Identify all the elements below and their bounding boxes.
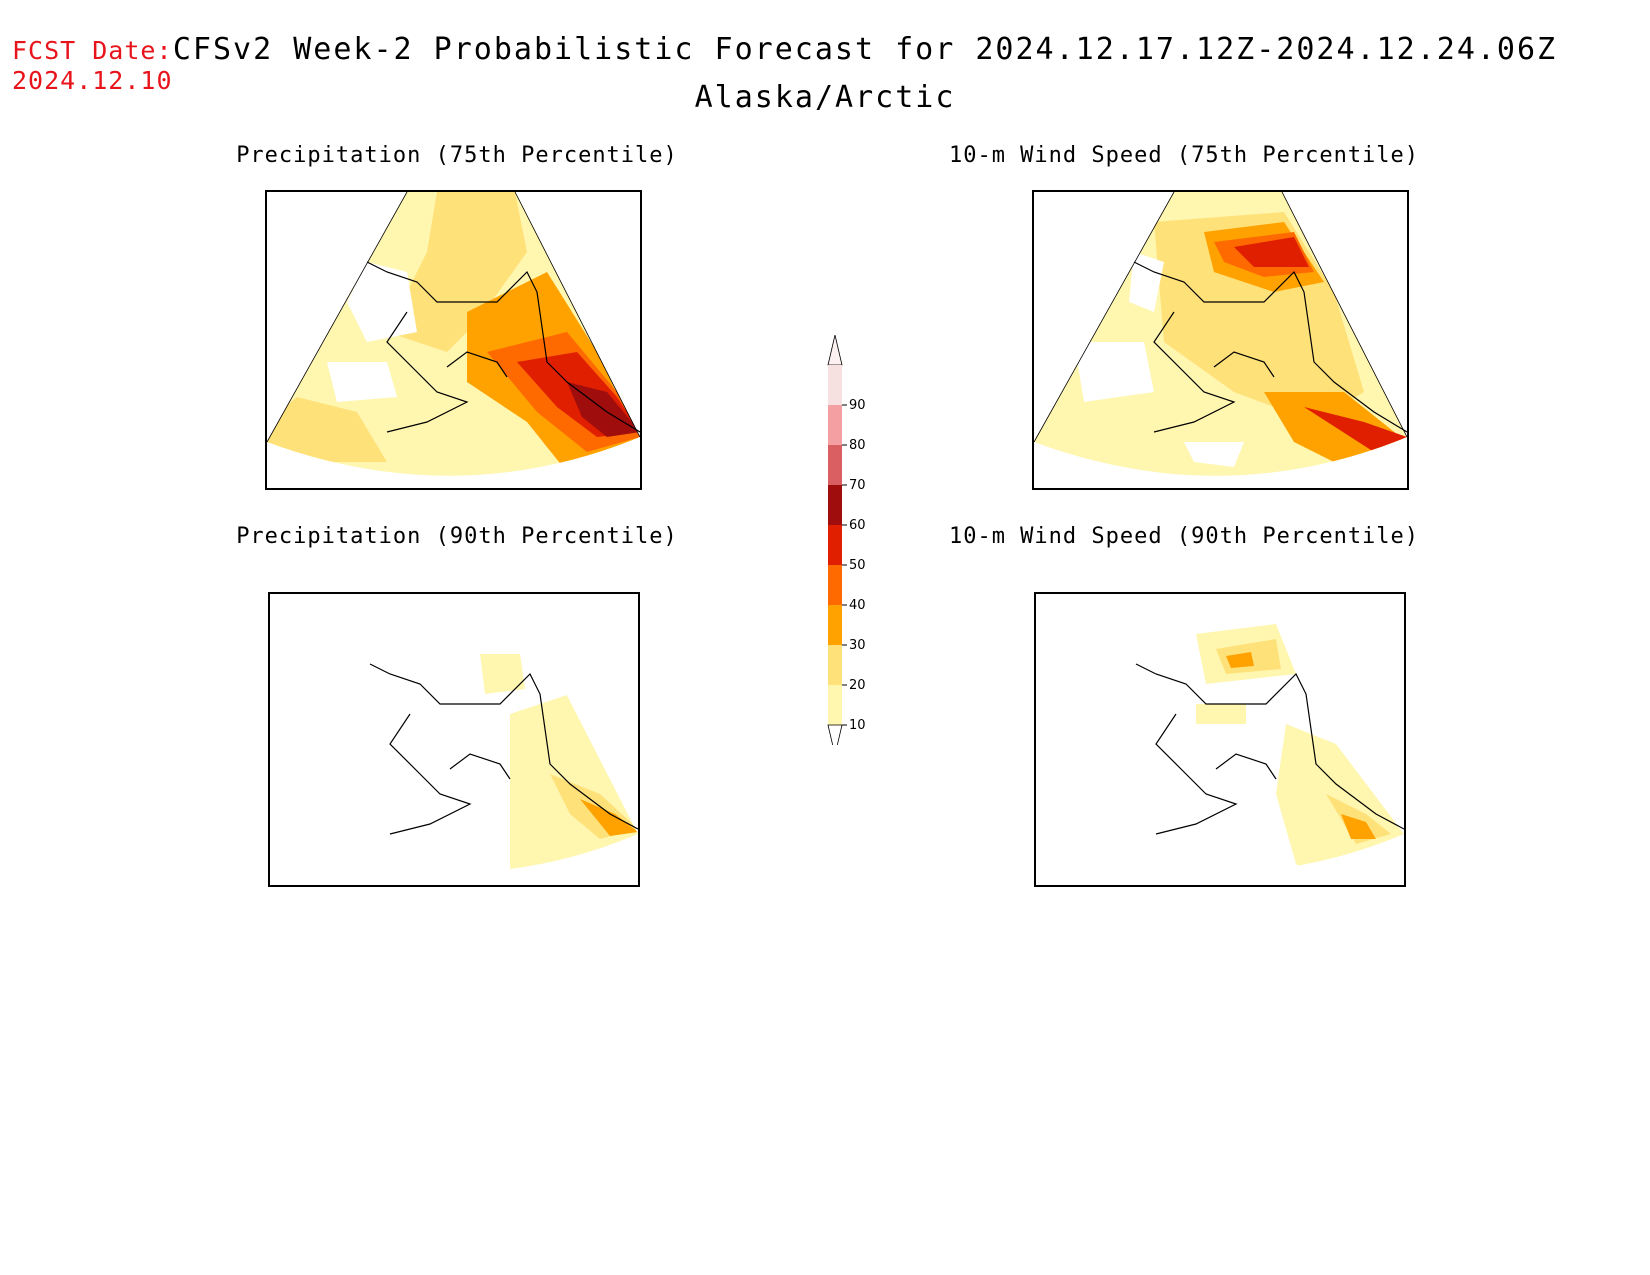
legend-swatch — [828, 645, 842, 685]
coastline — [1133, 261, 1407, 433]
legend-swatch — [828, 605, 842, 645]
panel-title-precip-75: Precipitation (75th Percentile) — [236, 143, 678, 168]
panel-title-wind-75: 10-m Wind Speed (75th Percentile) — [948, 143, 1420, 168]
legend-swatch — [828, 405, 842, 445]
probability-shading — [270, 594, 638, 873]
map-precip-90 — [268, 592, 640, 887]
legend-tick-label: 20 — [849, 678, 866, 693]
legend-tick-label: 80 — [849, 438, 866, 453]
map-wind-90 — [1034, 592, 1406, 887]
legend-swatch — [828, 565, 842, 605]
legend-tick-label: 10 — [849, 718, 866, 733]
panel-title-precip-90: Precipitation (90th Percentile) — [236, 524, 678, 549]
legend-swatch — [828, 365, 842, 405]
legend-swatch — [828, 485, 842, 525]
fcst-date-value: 2024.12.10 — [12, 66, 173, 95]
legend-tick-label: 30 — [849, 638, 866, 653]
legend-tick-label: 70 — [849, 478, 866, 493]
probability-shading — [267, 192, 640, 476]
legend-tick-label: 50 — [849, 558, 866, 573]
probability-shading — [1034, 192, 1407, 476]
legend-tick-label: 90 — [849, 398, 866, 413]
coastline — [1135, 663, 1404, 835]
coastline — [366, 261, 640, 433]
legend-tick-label: 40 — [849, 598, 866, 613]
legend-tick-label: 60 — [849, 518, 866, 533]
legend-swatch — [828, 685, 842, 725]
page-subtitle: Alaska/Arctic — [694, 80, 956, 115]
legend-swatch — [828, 525, 842, 565]
legend-bottom-arrow — [827, 724, 843, 756]
legend-swatch — [828, 445, 842, 485]
forecast-date-block: FCST Date: 2024.12.10 — [12, 36, 173, 96]
map-precip-75 — [265, 190, 642, 490]
map-wind-75 — [1032, 190, 1409, 490]
panel-title-wind-90: 10-m Wind Speed (90th Percentile) — [948, 524, 1420, 549]
coastline — [369, 663, 638, 835]
color-legend: 90 80 70 60 50 40 30 20 10 — [820, 334, 880, 756]
probability-shading — [1036, 594, 1404, 873]
page-title: CFSv2 Week-2 Probabilistic Forecast for … — [172, 32, 1558, 67]
fcst-date-label: FCST Date: — [12, 36, 173, 65]
legend-top-arrow — [827, 334, 843, 366]
